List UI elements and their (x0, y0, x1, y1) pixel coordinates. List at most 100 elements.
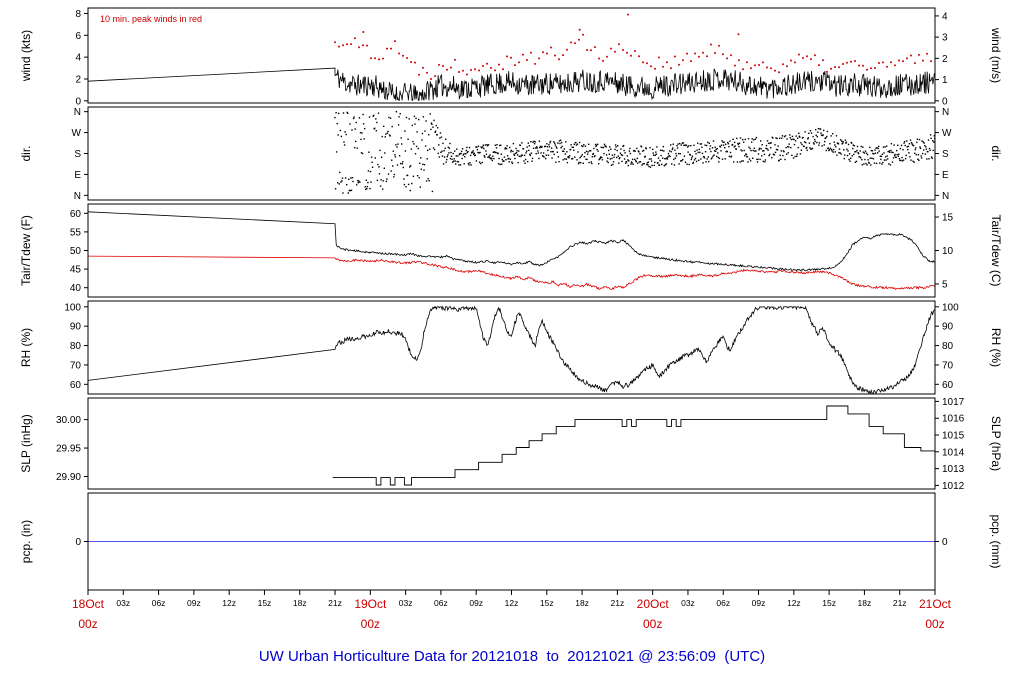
dir-dot (670, 144, 672, 146)
y-tick-label: 70 (70, 360, 82, 371)
dir-dot (374, 127, 376, 129)
y-tick-label: 29.95 (56, 444, 81, 455)
dir-dot (761, 155, 763, 157)
dir-dot (365, 179, 367, 181)
dir-dot (828, 149, 830, 152)
peak-dot (442, 65, 444, 67)
dir-dot (539, 147, 541, 149)
dir-dot (713, 154, 715, 156)
dir-dot (793, 138, 795, 141)
x-tick-label: 06z (434, 598, 448, 608)
dir-dot (728, 145, 730, 148)
dir-dot (588, 161, 590, 164)
dir-dot (757, 158, 759, 160)
dir-dot (458, 153, 461, 156)
peak-dot (846, 61, 848, 64)
dir-dot (686, 163, 688, 165)
dir-dot (541, 145, 543, 148)
dir-dot (747, 161, 749, 163)
dir-dot (699, 143, 701, 145)
dir-dot (610, 148, 612, 150)
dir-dot (932, 149, 934, 152)
dir-dot (592, 152, 595, 155)
y-tick-label: 0 (75, 96, 81, 107)
dir-dot (409, 166, 411, 168)
peak-dot (627, 13, 629, 16)
dir-dot (724, 147, 726, 149)
dir-dot (536, 147, 538, 149)
dir-dot (673, 158, 675, 161)
dir-dot (855, 160, 858, 163)
dir-dot (505, 159, 507, 161)
dir-dot (711, 147, 714, 149)
dir-dot (620, 154, 623, 156)
y-tick-label: 2 (942, 54, 948, 65)
peak-dot (666, 61, 668, 64)
peak-dot (730, 54, 732, 57)
dir-dot (637, 162, 639, 164)
dir-dot (427, 149, 429, 152)
dir-dot (639, 153, 641, 155)
peak-dot (774, 69, 776, 72)
dir-dot (804, 131, 806, 133)
dir-dot (517, 154, 519, 156)
dir-dot (924, 153, 926, 155)
dir-dot (395, 144, 397, 146)
dir-dot (669, 155, 671, 158)
dir-dot (636, 157, 638, 160)
peak-dot (870, 67, 872, 70)
dir-dot (342, 112, 345, 114)
dir-dot (648, 165, 650, 168)
dir-dot (616, 149, 618, 152)
dir-dot (708, 160, 710, 163)
peak-dot (386, 47, 388, 50)
peak-dot (690, 60, 692, 63)
peak-dot (402, 54, 404, 57)
dir-dot (365, 188, 367, 191)
dir-dot (787, 152, 789, 154)
dir-dot (378, 173, 381, 175)
dir-dot (797, 146, 799, 149)
dir-dot (476, 146, 478, 148)
dir-dot (883, 159, 886, 161)
dir-dot (851, 155, 853, 157)
dir-dot (463, 153, 465, 155)
dir-dot (827, 147, 830, 149)
peak-dot (786, 65, 788, 68)
dir-dot (913, 161, 915, 163)
dir-dot (434, 130, 437, 132)
dir-dot (784, 158, 786, 161)
dir-dot (777, 145, 779, 147)
dir-dot (867, 159, 869, 161)
peak-dot (574, 42, 576, 45)
dir-dot (398, 155, 401, 157)
dir-dot (897, 144, 899, 146)
dir-dot (408, 118, 410, 120)
dir-dot (709, 148, 711, 150)
peak-dot (854, 60, 856, 62)
peak-dot (374, 57, 376, 60)
y-tick-label: 60 (70, 209, 82, 220)
dir-dot (624, 152, 626, 154)
dir-dot (763, 150, 765, 152)
y-tick-label: 100 (64, 302, 81, 313)
dir-dot (529, 153, 531, 155)
dir-dot (452, 152, 454, 155)
dir-dot (343, 141, 345, 143)
dir-dot (673, 164, 676, 166)
dir-dot (436, 134, 438, 136)
dir-dot (565, 158, 568, 160)
dir-dot (650, 158, 652, 160)
dir-dot (760, 148, 762, 150)
y-tick-label: 80 (942, 341, 954, 352)
peak-dot (926, 52, 928, 55)
dir-dot (581, 145, 583, 147)
peak-dot (910, 54, 912, 57)
dir-dot (572, 146, 574, 148)
dir-dot (833, 148, 835, 151)
dir-dot (908, 143, 911, 145)
peak-dot (334, 41, 336, 44)
dir-dot (811, 147, 814, 150)
dir-dot (812, 142, 815, 144)
dir-dot (604, 145, 607, 147)
